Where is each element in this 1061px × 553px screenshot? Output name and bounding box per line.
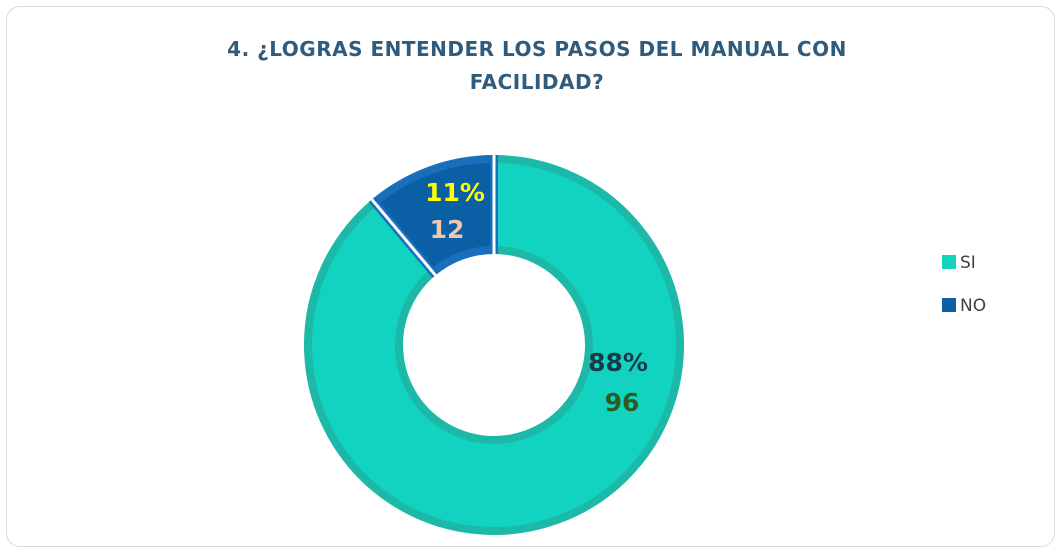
slice-separator	[370, 198, 437, 277]
legend-label: SI	[960, 253, 976, 273]
donut-slice	[304, 154, 684, 535]
percent-label: 88%	[588, 348, 648, 377]
value-label: 12	[430, 215, 465, 244]
legend-swatch	[942, 298, 956, 312]
percent-label: 11%	[425, 178, 485, 207]
chart-title: 4. ¿LOGRAS ENTENDER LOS PASOS DEL MANUAL…	[227, 37, 847, 94]
value-label: 96	[605, 388, 640, 417]
legend-swatch	[942, 255, 956, 269]
legend-label: NO	[960, 296, 986, 316]
